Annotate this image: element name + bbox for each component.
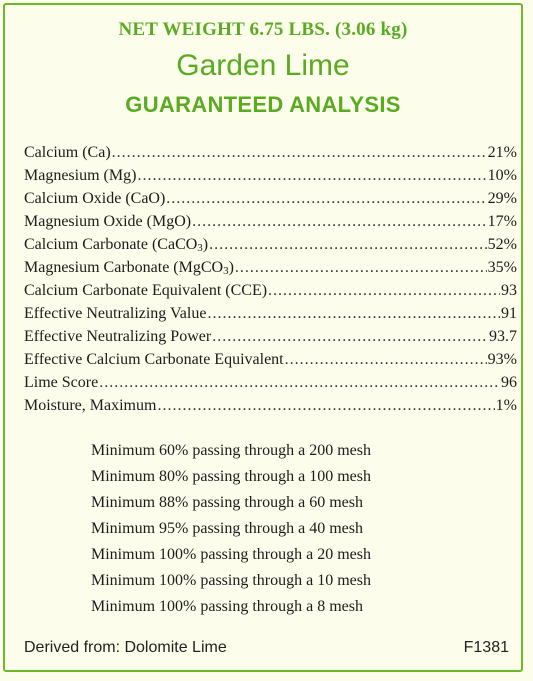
dot-leader <box>137 164 486 187</box>
dot-leader <box>212 325 488 348</box>
dot-leader <box>99 371 500 394</box>
analysis-name-suffix: ) <box>228 259 234 276</box>
analysis-row: Moisture, Maximum 1% <box>24 394 517 417</box>
analysis-value: 10% <box>487 167 517 184</box>
analysis-row: Magnesium Carbonate (MgCO3) 35% <box>24 256 517 279</box>
analysis-name-prefix: Calcium Carbonate (CaCO <box>24 236 198 253</box>
dot-leader <box>285 348 487 371</box>
analysis-row: Effective Neutralizing Power 93.7 <box>24 325 517 348</box>
analysis-value: 1% <box>495 397 517 414</box>
dot-leader <box>207 302 500 325</box>
analysis-value: 17% <box>487 213 517 230</box>
analysis-value: 29% <box>487 190 517 207</box>
analysis-row: Lime Score 96 <box>24 371 517 394</box>
analysis-name: Calcium Oxide (CaO) <box>24 190 166 207</box>
analysis-row: Magnesium Oxide (MgO) 17% <box>24 210 517 233</box>
mesh-line: Minimum 80% passing through a 100 mesh <box>91 468 371 485</box>
analysis-row: Magnesium (Mg) 10% <box>24 164 517 187</box>
analysis-name: Effective Calcium Carbonate Equivalent <box>24 351 284 368</box>
product-label: NET WEIGHT 6.75 LBS. (3.06 kg) Garden Li… <box>3 3 523 672</box>
analysis-row: Calcium Oxide (CaO) 29% <box>24 187 517 210</box>
analysis-value: 21% <box>487 144 517 161</box>
mesh-line: Minimum 88% passing through a 60 mesh <box>91 494 363 511</box>
dot-leader <box>192 210 487 233</box>
analysis-name: Effective Neutralizing Value <box>24 305 207 322</box>
mesh-line: Minimum 100% passing through a 8 mesh <box>91 598 363 615</box>
analysis-value: 93.7 <box>489 328 517 345</box>
derived-from: Derived from: Dolomite Lime <box>24 639 227 656</box>
analysis-row: Calcium Carbonate Equivalent (CCE) 93 <box>24 279 517 302</box>
analysis-name: Calcium Carbonate Equivalent (CCE) <box>24 282 268 299</box>
analysis-name-prefix: Magnesium Carbonate (MgCO <box>24 259 224 276</box>
subscript: 3 <box>223 265 229 277</box>
analysis-name: Lime Score <box>24 374 99 391</box>
analysis-row: Calcium Carbonate (CaCO3) 52% <box>24 233 517 256</box>
analysis-value: 96 <box>501 374 517 391</box>
analysis-name: Calcium Carbonate (CaCO3) <box>24 233 208 256</box>
dot-leader <box>268 279 500 302</box>
dot-leader <box>209 233 487 256</box>
product-name: Garden Lime <box>176 49 350 82</box>
analysis-name: Effective Neutralizing Power <box>24 328 212 345</box>
analysis-value: 93% <box>487 351 517 368</box>
analysis-name: Magnesium Carbonate (MgCO3) <box>24 256 234 279</box>
dot-leader <box>166 187 486 210</box>
mesh-line: Minimum 95% passing through a 40 mesh <box>91 520 363 537</box>
analysis-value: 52% <box>487 236 517 253</box>
analysis-value: 93 <box>501 282 517 299</box>
analysis-row: Effective Calcium Carbonate Equivalent 9… <box>24 348 517 371</box>
mesh-list: Minimum 60% passing through a 200 mesh M… <box>91 438 491 620</box>
guaranteed-analysis-heading: GUARANTEED ANALYSIS <box>125 92 401 117</box>
analysis-row: Calcium (Ca) 21% <box>24 141 517 164</box>
analysis-name: Moisture, Maximum <box>24 397 157 414</box>
analysis-name: Calcium (Ca) <box>24 144 111 161</box>
dot-leader <box>235 256 487 279</box>
analysis-row: Effective Neutralizing Value 91 <box>24 302 517 325</box>
analysis-value: 35% <box>487 259 517 276</box>
mesh-line: Minimum 60% passing through a 200 mesh <box>91 442 371 459</box>
dot-leader <box>112 141 487 164</box>
analysis-list: Calcium (Ca) 21% Magnesium (Mg) 10% Calc… <box>24 141 517 417</box>
net-weight: NET WEIGHT 6.75 LBS. (3.06 kg) <box>118 19 408 40</box>
analysis-name-suffix: ) <box>202 236 209 253</box>
analysis-name: Magnesium Oxide (MgO) <box>24 213 192 230</box>
mesh-line: Minimum 100% passing through a 10 mesh <box>91 572 371 589</box>
analysis-value: 91 <box>501 305 517 322</box>
dot-leader <box>157 394 494 417</box>
product-code: F1381 <box>463 639 509 656</box>
analysis-name: Magnesium (Mg) <box>24 167 137 184</box>
mesh-line: Minimum 100% passing through a 20 mesh <box>91 546 371 563</box>
subscript: 3 <box>197 242 203 254</box>
